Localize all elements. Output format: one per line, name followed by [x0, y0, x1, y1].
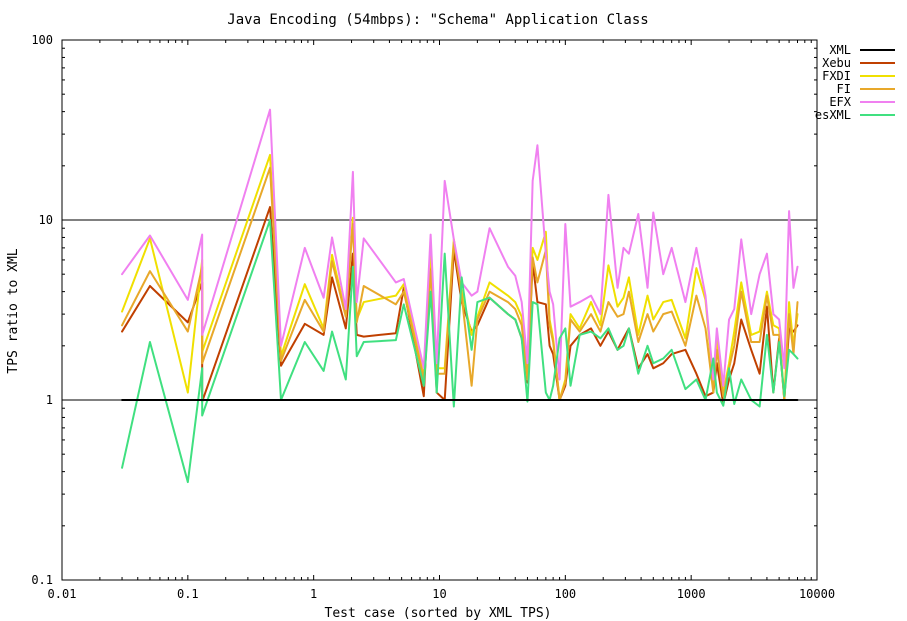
x-tick-label-4: 100 — [554, 587, 576, 601]
legend-label-xml: XML — [829, 43, 851, 57]
series-line-xebu — [121, 206, 799, 406]
x-tick-label-6: 10000 — [799, 587, 835, 601]
legend-label-esxml: esXML — [815, 108, 851, 122]
y-tick-label-1: 1 — [46, 393, 53, 407]
series-layer — [121, 108, 799, 484]
y-tick-label-0: 0.1 — [31, 573, 53, 587]
legend-label-efx: EFX — [829, 95, 851, 109]
x-tick-label-2: 1 — [310, 587, 317, 601]
y-axis-label: TPS ratio to XML — [6, 248, 21, 373]
legend-label-fxdi: FXDI — [822, 69, 851, 83]
plot-frame — [61, 39, 818, 581]
x-tick-label-5: 1000 — [677, 587, 706, 601]
series-line-esxml — [121, 219, 799, 484]
y-tick-label-2: 10 — [39, 213, 53, 227]
x-tick-label-1: 0.1 — [177, 587, 199, 601]
x-axis-label: Test case (sorted by XML TPS) — [325, 606, 552, 621]
x-tick-label-0: 0.01 — [48, 587, 77, 601]
chart-title: Java Encoding (54mbps): "Schema" Applica… — [227, 12, 648, 28]
legend-label-xebu: Xebu — [822, 56, 851, 70]
x-tick-label-3: 10 — [432, 587, 446, 601]
legend-label-fi: FI — [837, 82, 851, 96]
series-line-efx — [121, 108, 799, 387]
y-tick-label-3: 100 — [31, 33, 53, 47]
